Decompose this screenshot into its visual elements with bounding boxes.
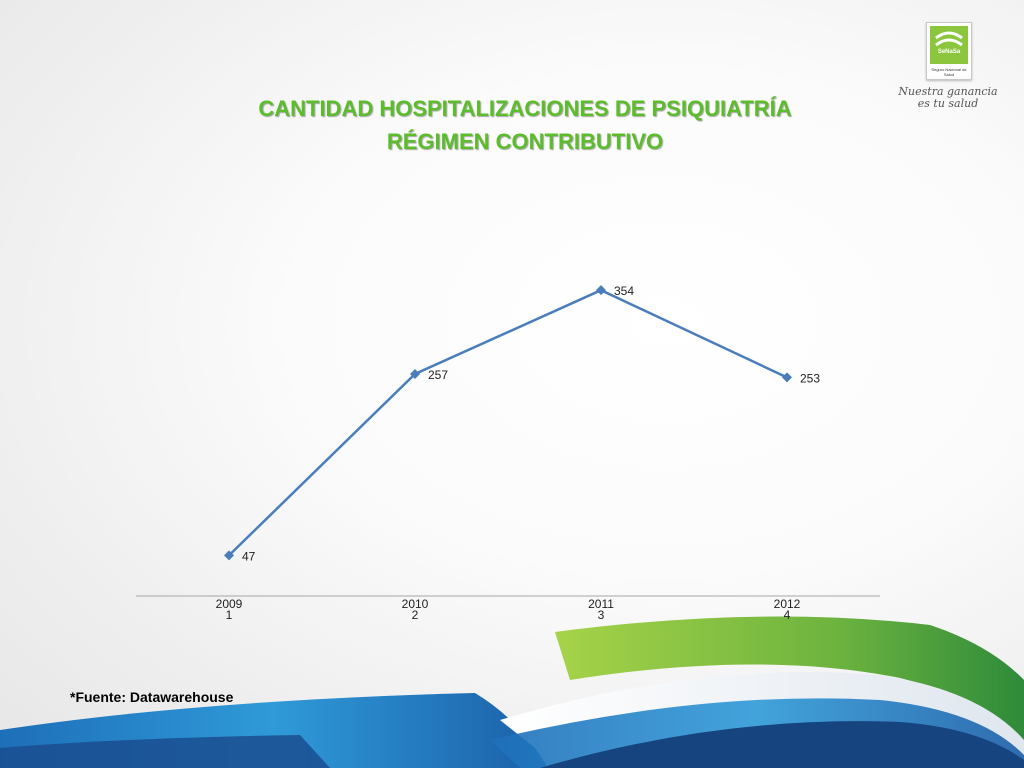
logo-brand: SeNaSa: [937, 49, 961, 55]
x-tick-index-label: 2: [412, 608, 419, 622]
x-tick-index-label: 3: [598, 608, 605, 622]
x-tick-index-label: 1: [226, 608, 233, 622]
title-line-2: RÉGIMEN CONTRIBUTIVO: [386, 129, 664, 154]
chart-title: CANTIDAD HOSPITALIZACIONES DE PSIQUIATRÍ…: [200, 92, 850, 158]
data-point-marker: [224, 550, 234, 561]
data-point-marker: [410, 368, 420, 379]
x-tick-label: 2012: [774, 597, 801, 611]
data-point-marker: [782, 372, 792, 383]
data-point-marker: [596, 285, 606, 296]
x-tick-label: 2011: [588, 597, 614, 611]
data-label: 257: [428, 368, 448, 382]
source-note: *Fuente: Datawarehouse: [70, 689, 234, 705]
logo-mark: SeNaSa: [930, 26, 968, 64]
slogan-line-2: es tu salud: [917, 97, 979, 110]
logo-subtitle: Seguro Nacional de Salud: [931, 67, 967, 77]
slogan-line-1: Nuestra ganancia: [898, 85, 998, 98]
data-label: 354: [614, 284, 634, 298]
data-label: 253: [800, 371, 820, 385]
logo-wave-icon: [935, 31, 963, 47]
series-line: [228, 288, 788, 557]
x-tick-label: 2010: [402, 597, 429, 611]
x-tick-label: 2009: [216, 597, 243, 611]
slogan: Nuestra ganancia es tu salud: [888, 86, 1008, 110]
x-tick-index-label: 4: [784, 608, 791, 622]
data-label: 47: [242, 549, 256, 563]
senasa-logo: SeNaSa Seguro Nacional de Salud: [926, 22, 972, 80]
title-line-1: CANTIDAD HOSPITALIZACIONES DE PSIQUIATRÍ…: [258, 96, 792, 121]
